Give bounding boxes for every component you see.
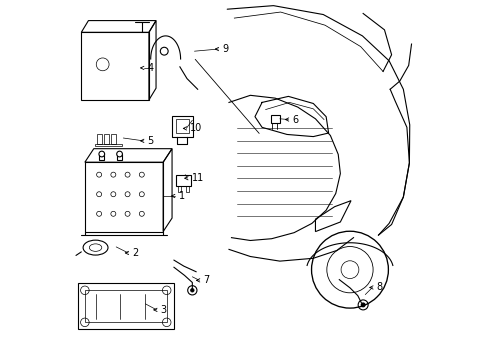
- Bar: [95, 144, 122, 146]
- Bar: [99, 154, 104, 161]
- Text: 7: 7: [196, 275, 210, 285]
- Text: 9: 9: [215, 44, 228, 54]
- Circle shape: [99, 151, 105, 157]
- Circle shape: [117, 151, 122, 157]
- Bar: [172, 116, 193, 136]
- Text: 10: 10: [183, 123, 202, 134]
- Text: 11: 11: [185, 173, 204, 183]
- Text: 5: 5: [141, 136, 154, 146]
- Bar: [178, 186, 181, 192]
- Bar: [186, 186, 189, 192]
- Bar: [85, 290, 167, 322]
- Bar: [78, 283, 174, 329]
- Bar: [111, 134, 116, 144]
- Bar: [270, 115, 280, 123]
- Bar: [175, 119, 189, 133]
- Text: 2: 2: [125, 248, 139, 258]
- Text: 3: 3: [154, 305, 167, 315]
- Circle shape: [361, 303, 365, 307]
- Bar: [104, 134, 109, 144]
- Text: 1: 1: [172, 191, 185, 201]
- Bar: [98, 134, 102, 144]
- Bar: [176, 175, 191, 186]
- Bar: [117, 154, 122, 161]
- Text: 4: 4: [141, 63, 154, 73]
- Text: 6: 6: [286, 114, 298, 125]
- Circle shape: [191, 288, 194, 292]
- Text: 8: 8: [370, 283, 383, 292]
